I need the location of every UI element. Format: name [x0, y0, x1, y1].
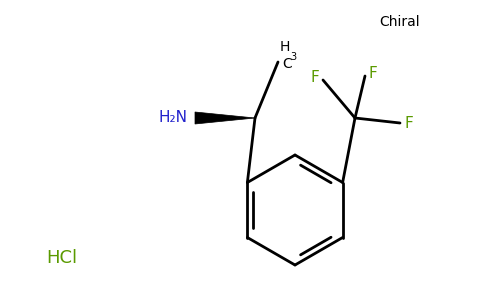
Text: F: F [405, 116, 413, 130]
Text: H₂N: H₂N [159, 110, 188, 125]
Text: F: F [369, 67, 378, 82]
Text: F: F [311, 70, 319, 86]
Text: H: H [280, 40, 290, 54]
Text: HCl: HCl [46, 249, 77, 267]
Text: Chiral: Chiral [379, 15, 420, 29]
Polygon shape [195, 112, 255, 124]
Text: C: C [282, 57, 292, 71]
Text: 3: 3 [290, 52, 296, 62]
